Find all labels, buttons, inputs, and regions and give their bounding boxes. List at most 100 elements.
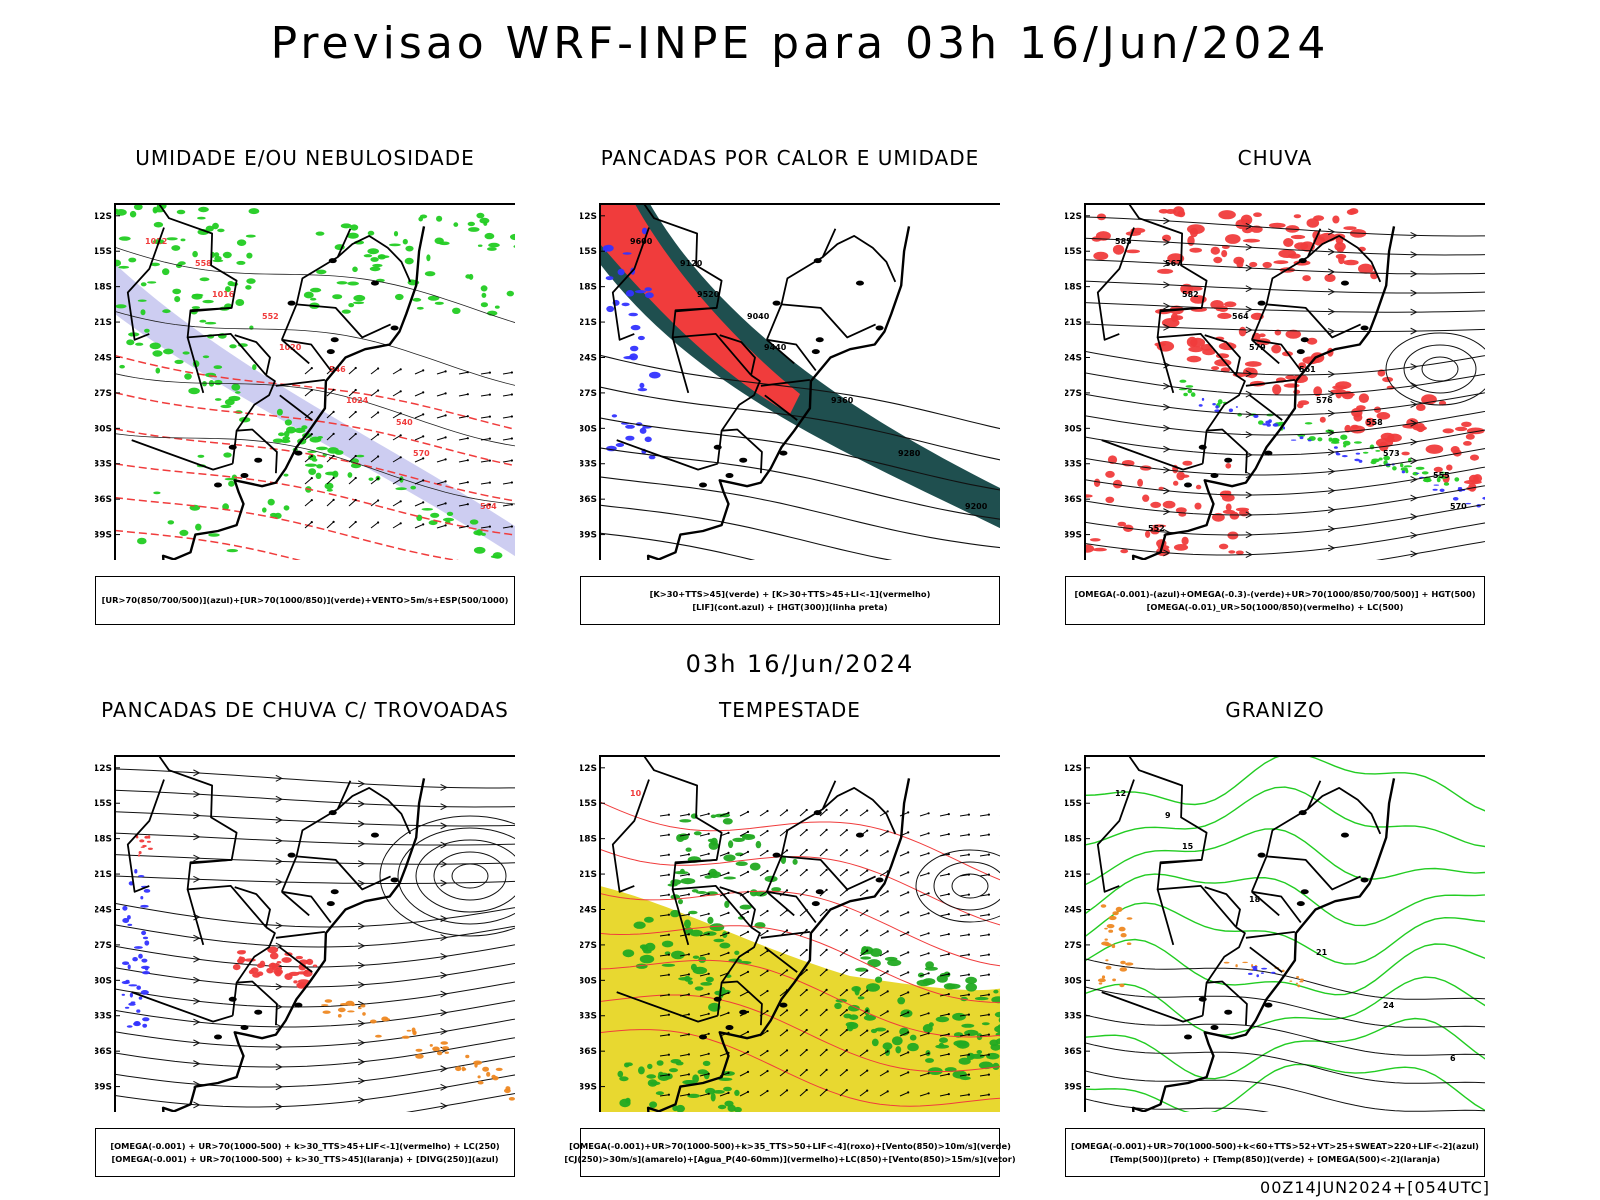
political-border: [822, 235, 897, 283]
contour-label: 1016: [212, 290, 235, 299]
wind-vector: [458, 481, 468, 485]
streamline-ring: [415, 839, 515, 913]
rain-cell: [1233, 256, 1245, 265]
streamline-arrow: [1327, 448, 1336, 456]
political-border: [281, 891, 310, 917]
wind-vector: [707, 1032, 710, 1035]
divergence-cell: [126, 1025, 133, 1028]
wind-vector: [687, 933, 690, 936]
rain-cell: [1283, 238, 1294, 247]
streamline-arrow: [193, 1060, 201, 1068]
hail-cell: [1242, 961, 1248, 964]
legend-line: [OMEGA(-0.001)+UR>70(1000-500)+k<60+TTS>…: [1071, 1140, 1479, 1151]
rain-cell: [1338, 255, 1345, 265]
humidity-cell: [137, 537, 147, 545]
wind-vector: [414, 369, 424, 375]
wind-vector: [310, 521, 313, 524]
wind-vector: [859, 810, 868, 817]
wind-vector: [414, 479, 424, 485]
wind-vector: [939, 1073, 949, 1077]
wind-vector: [502, 394, 512, 397]
humidity-cell: [416, 306, 424, 310]
thunderstorm-cell-orange: [321, 1004, 329, 1007]
wind-vector: [766, 1009, 769, 1013]
wind-vector: [907, 991, 910, 994]
wind-vector: [947, 913, 950, 916]
hail-cell: [1223, 961, 1230, 964]
wind-vector: [377, 499, 380, 502]
omega-cell: [1272, 423, 1279, 427]
rain-cell: [1107, 455, 1118, 465]
lake: [855, 832, 864, 838]
wind-vector: [886, 990, 889, 993]
streamline-arrow: [275, 837, 283, 845]
humidity-cell: [115, 259, 122, 267]
wind-vector: [444, 458, 447, 461]
wind-vector: [348, 499, 357, 507]
wind850-cell: [684, 975, 691, 982]
wind-vector: [480, 372, 490, 375]
lat-label: 39S: [1065, 531, 1082, 541]
streamline-arrow: [1163, 302, 1171, 310]
wind-vector: [399, 478, 402, 481]
lifted-index-contour: [637, 388, 648, 392]
humidity-cell: [308, 468, 317, 475]
wind-vector: [866, 989, 869, 992]
rain-cell: [1173, 544, 1189, 551]
streamline-arrow: [1163, 323, 1171, 331]
wind850-cell: [884, 956, 898, 962]
axis-labels: 12S15S18S21S24S27S30S33S36S39S42S70W65W6…: [95, 764, 120, 1093]
wind-vector: [766, 1049, 769, 1053]
omega-cell: [1258, 420, 1264, 425]
divergence-cell: [136, 985, 141, 990]
political-border: [1266, 855, 1361, 891]
rain-cell: [1271, 344, 1282, 354]
wind-vector: [659, 1074, 669, 1077]
wind-vector: [819, 989, 827, 997]
wind-vector: [667, 1013, 670, 1016]
humidity-cell: [284, 419, 292, 426]
rain-cell: [1382, 376, 1394, 383]
hail-cell: [1108, 915, 1117, 921]
thunderstorm-cell-orange: [492, 1076, 499, 1081]
lat-label: 24S: [580, 353, 597, 363]
streamline-arrow: [275, 774, 283, 782]
divergence-cell: [142, 1017, 150, 1022]
streamline: [115, 832, 515, 846]
axis-labels: 12S15S18S21S24S27S30S33S36S39S42S70W65W6…: [580, 764, 605, 1093]
omega-cell: [1299, 436, 1304, 440]
divergence-cell: [130, 1001, 136, 1004]
streamline-arrow: [1245, 410, 1253, 418]
wind-vector: [927, 1032, 930, 1035]
wind850-cell: [723, 854, 736, 862]
rain-cell: [1262, 261, 1272, 269]
wind-vector: [845, 1009, 848, 1012]
wind-vector: [907, 931, 910, 934]
wind-vector: [510, 459, 513, 462]
wind-vector: [886, 1070, 889, 1073]
panel-chuva: CHUVA 585 582 579 576 573 570 567 564 561 558 555 5…: [1065, 146, 1485, 626]
lake: [725, 1025, 734, 1031]
wind-vector: [907, 871, 910, 874]
thunderstorm-cell: [266, 967, 274, 974]
wind-vector: [799, 909, 808, 917]
humidity-cell: [325, 471, 337, 476]
political-border: [158, 203, 267, 376]
wind-vector: [866, 1089, 869, 1092]
wind-vector: [348, 389, 357, 397]
wind-vector: [939, 893, 949, 897]
lake: [287, 852, 296, 858]
hail-cell: [1106, 924, 1115, 929]
wind-vector: [659, 854, 669, 857]
lake: [1298, 810, 1307, 816]
wind-vector: [727, 871, 730, 874]
lat-label: 18S: [1065, 835, 1082, 845]
hail-cell: [1299, 978, 1304, 981]
wind-vector: [799, 1049, 808, 1057]
omega-cell: [1423, 480, 1431, 483]
wind-vector: [987, 833, 990, 836]
political-border: [280, 780, 352, 893]
political-border: [281, 338, 332, 372]
lake: [1198, 996, 1207, 1002]
